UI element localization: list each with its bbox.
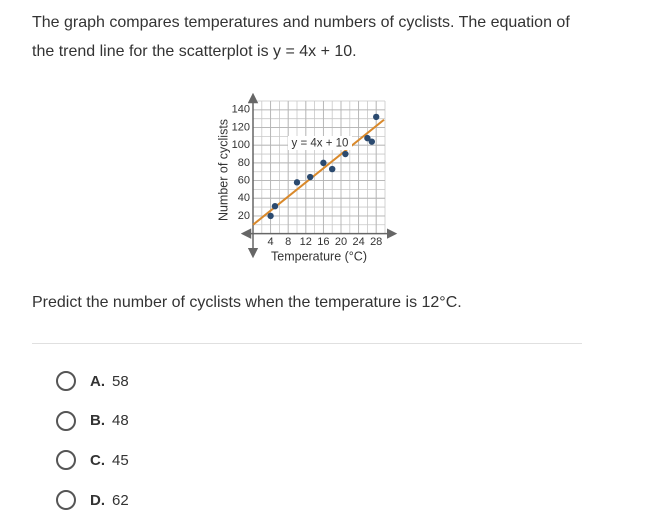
point [368, 138, 375, 145]
option[interactable]: D. 62 [56, 489, 129, 511]
option-letter: D. [90, 491, 105, 509]
separator [32, 343, 582, 344]
question-text: The graph compares temperatures and numb… [32, 14, 570, 60]
radio-button[interactable] [56, 371, 76, 391]
point [271, 202, 279, 210]
option-text: 45 [112, 451, 129, 469]
radio-button[interactable] [56, 450, 76, 471]
x-tick-label: 8 [285, 236, 291, 248]
trend-line [252, 118, 385, 226]
x-tick-label: 16 [317, 236, 329, 248]
x-tick-label: 20 [335, 236, 347, 248]
x-tick-label: 24 [352, 236, 364, 248]
option-text: 48 [112, 412, 129, 430]
prompt: Predict the number of cyclists when the … [32, 294, 462, 311]
option-letter: C. [90, 451, 105, 469]
y-tick-label: 100 [232, 139, 250, 151]
y-tick-label: 140 [232, 104, 250, 116]
y-tick-label: 20 [238, 210, 250, 222]
x-tick-label: 28 [370, 236, 382, 248]
x-tick-label: 4 [268, 236, 274, 248]
point [307, 173, 314, 181]
x-axis-title: Temperature (°C) [271, 249, 367, 263]
y-tick-label: 120 [232, 121, 250, 133]
point [320, 159, 327, 167]
x-tick-label: 12 [300, 236, 312, 248]
radio-button[interactable] [56, 410, 76, 431]
option-text: 58 [112, 372, 129, 390]
option-letter: B. [90, 412, 105, 430]
radio-button[interactable] [56, 490, 76, 511]
option[interactable]: B. 48 [56, 410, 129, 432]
point [342, 150, 349, 158]
y-tick-label: 60 [238, 174, 250, 186]
option-text: 62 [112, 491, 129, 509]
y-tick-label: 40 [238, 192, 250, 204]
option[interactable]: C. 45 [56, 449, 129, 471]
option[interactable]: A. 58 [56, 370, 129, 392]
point [293, 179, 301, 186]
point [364, 134, 371, 142]
point [329, 165, 336, 173]
y-axis-title: Number of cyclists [216, 119, 230, 221]
trend-label: y = 4x + 10 [292, 138, 349, 150]
y-tick-label: 80 [238, 157, 250, 169]
point [373, 113, 380, 121]
point [267, 212, 274, 220]
trend-label-bg [288, 136, 352, 150]
option-letter: A. [90, 372, 105, 390]
